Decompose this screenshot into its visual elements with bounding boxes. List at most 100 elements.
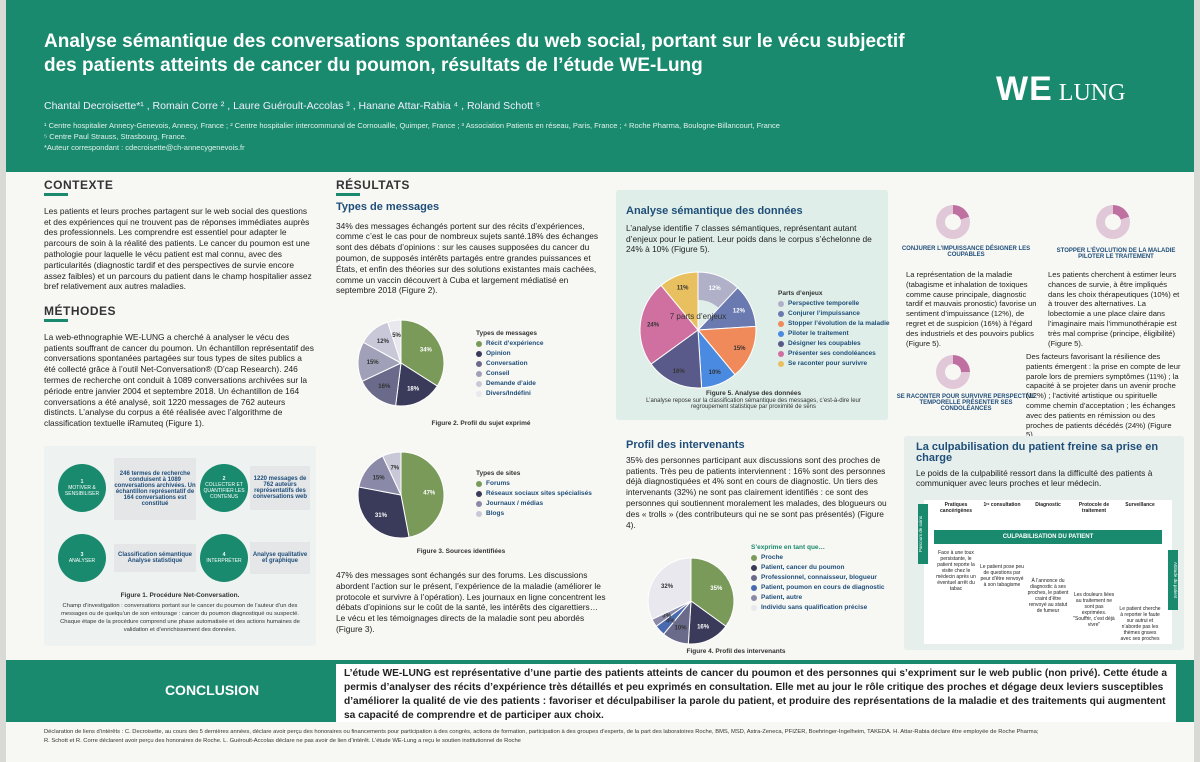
contexte-heading: CONTEXTE — [44, 178, 114, 192]
step-2-circle: 2 COLLECTER ET QUANTIFIER LES CONTENUS — [200, 464, 248, 512]
culpa-section: La culpabilisation du patient freine sa … — [916, 442, 1178, 489]
fig3-data-label-0: 47% — [423, 490, 436, 496]
culpa-diagram: Parcours de soins Attitude du patient Pr… — [918, 500, 1178, 644]
legend-item: Patient, autre — [751, 594, 885, 601]
legend-item: Présenter ses condoléances — [778, 350, 890, 357]
legend-label: Professionnel, connaisseur, blogueur — [761, 574, 877, 581]
fig2-data-label-4: 12% — [377, 339, 390, 345]
theme-1-title: CONJURER L’IMPUISSANCE DÉSIGNER LES COUP… — [901, 246, 1031, 258]
figure-5-legend: Parts d’enjeux Perspective temporelle Conj… — [778, 290, 890, 370]
legend-item: Conjurer l’impuissance — [778, 310, 890, 317]
legend-item: Désigner les coupables — [778, 340, 890, 347]
resultats-section: RÉSULTATS Types de messages 34% des mess… — [336, 178, 606, 296]
legend-swatch — [778, 360, 784, 367]
fig4-slice-0 — [690, 557, 735, 627]
legend-swatch — [778, 350, 784, 357]
analyse-text: L’analyse identifie 7 classes sémantique… — [626, 222, 872, 255]
affiliation-2: ⁵ Centre Paul Strauss, Strasbourg, Franc… — [44, 132, 187, 141]
step-4-box: Analyse qualitative et graphique — [250, 542, 310, 574]
legend-label: Conjurer l’impuissance — [788, 310, 860, 317]
step-label: MOTIVER & SENSIBILISER — [64, 485, 100, 497]
figure-3-caption: Figure 3. Sources identifiées — [416, 548, 506, 555]
legend-label: Patient, autre — [761, 594, 803, 601]
legend-item: Patient, poumon en cours de diagnostic — [751, 584, 885, 591]
legend-label: Journaux / médias — [486, 500, 544, 507]
fig5-data-label-1: 12% — [733, 309, 746, 315]
fig4-slice-5 — [647, 557, 692, 620]
title-line-2: des patients atteints de cancer du poumo… — [44, 55, 703, 76]
types-heading: Types de messages — [336, 200, 440, 213]
affiliation-1: ¹ Centre hospitalier Annecy-Genevois, An… — [44, 121, 780, 130]
figure-3-legend: Types de sites Forums Réseaux sociaux site… — [476, 470, 592, 520]
culpa-band: CULPABILISATION DU PATIENT — [934, 530, 1162, 544]
step-number: 1 — [80, 479, 84, 485]
legend-swatch — [476, 340, 482, 347]
figure-5-donut: 12% 12% 15% 10% 16% 24% 11% — [639, 271, 757, 389]
theme-3-text: Des facteurs favorisant la résilience de… — [1026, 352, 1181, 440]
legend-label: Réseaux sociaux sites spécialisés — [486, 490, 592, 497]
legend-swatch — [778, 340, 784, 347]
culpa-step: Protocole de traitement — [1078, 502, 1110, 514]
legend-label: Proche — [761, 554, 784, 561]
logo-lung: LUNG — [1058, 80, 1126, 106]
legend-item: Conversation — [476, 360, 543, 367]
legend-item: Piloter le traitement — [778, 330, 890, 337]
fig5-slice-4 — [650, 329, 703, 389]
figure-3-pie: 47% 31% 15% 7% — [357, 451, 445, 539]
fig4-data-label-3: 4% — [666, 618, 675, 624]
resultats-heading: RÉSULTATS — [336, 178, 410, 192]
step-number: 3 — [80, 552, 84, 558]
legend-label: Demande d’aide — [486, 380, 536, 387]
legend-item: Blogs — [476, 510, 592, 517]
legend-label: Forums — [486, 480, 510, 487]
legend-item: Conseil — [476, 370, 543, 377]
fig2-data-label-1: 18% — [407, 387, 420, 393]
legend-label: Opinion — [486, 350, 511, 357]
profil-heading: Profil des intervenants — [626, 439, 745, 451]
figure-4-caption: Figure 4. Profil des intervenants — [686, 648, 786, 655]
figure-5-caption: Figure 5. Analyse des données — [705, 390, 802, 397]
step-label: ANALYSER — [68, 558, 96, 564]
fig5-slice-5 — [639, 284, 699, 365]
legend-item: Patient, cancer du poumon — [751, 564, 885, 571]
legend-label: Présenter ses condoléances — [788, 350, 876, 357]
fig3-slice-1 — [357, 486, 410, 539]
footer-line-2: R. Schott et R. Corre déclarent avoir pe… — [44, 738, 521, 744]
heading-bar — [44, 318, 68, 322]
title-line-1: Analyse sémantique des conversations spo… — [44, 31, 905, 52]
legend-label: Récit d’expérience — [486, 340, 544, 347]
fig5-slice-2 — [696, 325, 757, 376]
heading-bar — [44, 192, 68, 196]
forums-text: 47% des messages sont échangés sur des f… — [336, 570, 606, 634]
fig5-slice-6 — [660, 271, 699, 332]
fig5-data-label-2: 15% — [734, 346, 747, 352]
legend-swatch — [751, 604, 757, 611]
legend-swatch — [778, 330, 784, 337]
theme-1-ring — [936, 205, 970, 239]
fig2-data-label-5: 5% — [392, 333, 401, 339]
authors: Chantal Decroisette*¹ , Romain Corre ² ,… — [44, 100, 541, 112]
culpa-side-left: Parcours de soins — [918, 504, 928, 564]
fig4-data-label-0: 35% — [710, 586, 723, 592]
figure-4-legend: S’exprime en tant que… Proche Patient, can… — [751, 544, 885, 614]
legend-swatch — [476, 480, 482, 487]
conclusion-label: CONCLUSION — [102, 676, 322, 704]
step-label: INTERPRÉTER — [206, 558, 242, 564]
culpa-step: Pratiques cancérigènes — [940, 502, 972, 514]
legend-swatch — [778, 300, 784, 307]
figure-5-text: L’analyse repose sur la classification s… — [646, 398, 861, 410]
legend-swatch — [476, 490, 482, 497]
step-number: 2 — [222, 476, 226, 482]
legend-label: Désigner les coupables — [788, 340, 861, 347]
legend-item: Divers/Indéfini — [476, 390, 543, 397]
fig4-data-label-4: 3% — [662, 613, 671, 619]
fig3-slice-3 — [382, 451, 402, 496]
fig5-data-label-4: 16% — [673, 369, 686, 375]
legend-swatch — [476, 390, 482, 397]
fig5-data-label-5: 24% — [647, 322, 660, 328]
heading-bar — [336, 192, 360, 196]
step-3-circle: 3 ANALYSER — [58, 534, 106, 582]
legend-item: Réseaux sociaux sites spécialisés — [476, 490, 592, 497]
legend-label: Divers/Indéfini — [486, 390, 531, 397]
donut-center-label: 7 parts d’enjeux — [669, 312, 727, 321]
